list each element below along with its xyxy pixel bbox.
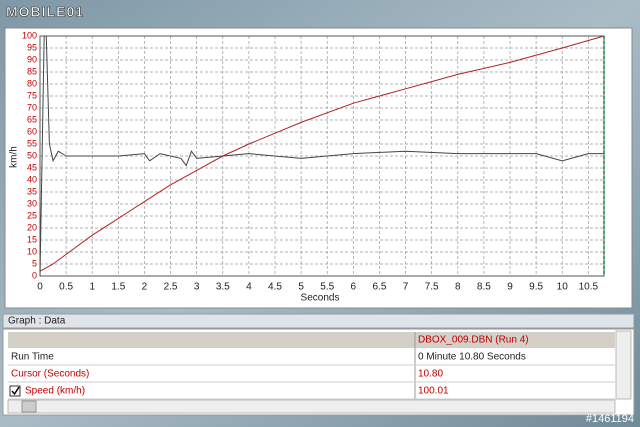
- x-axis-label: Seconds: [301, 293, 340, 304]
- y-tick-label: 15: [27, 234, 37, 244]
- y-tick-label: 40: [27, 174, 37, 184]
- row-label: Run Time: [11, 352, 54, 363]
- x-tick-label: 4: [246, 282, 252, 293]
- row-value: 10.80: [418, 369, 443, 380]
- row-label: Cursor (Seconds): [11, 369, 89, 380]
- x-tick-label: 7.5: [425, 282, 439, 293]
- row-label: Speed (km/h): [25, 386, 85, 397]
- y-tick-label: 5: [32, 258, 37, 268]
- y-tick-label: 85: [27, 66, 37, 76]
- x-tick-label: 8: [455, 282, 461, 293]
- plot: 0510152025303540455055606570758085909510…: [22, 30, 605, 293]
- y-tick-label: 25: [27, 210, 37, 220]
- y-tick-label: 45: [27, 162, 37, 172]
- x-tick-label: 5: [298, 282, 304, 293]
- x-tick-label: 7: [403, 282, 409, 293]
- horizontal-scrollbar[interactable]: [7, 399, 616, 414]
- y-tick-label: 30: [27, 198, 37, 208]
- x-tick-label: 6: [351, 282, 357, 293]
- x-tick-label: 0.5: [59, 282, 73, 293]
- logo: MOBILE01: [6, 4, 84, 20]
- table-header: [8, 332, 615, 348]
- y-tick-label: 55: [27, 138, 37, 148]
- x-tick-label: 1: [89, 282, 95, 293]
- y-axis-label: km/h: [9, 146, 20, 168]
- y-tick-label: 20: [27, 222, 37, 232]
- y-tick-label: 0: [32, 270, 37, 280]
- y-tick-label: 60: [27, 126, 37, 136]
- y-tick-label: 80: [27, 78, 37, 88]
- y-tick-label: 95: [27, 42, 37, 52]
- x-tick-label: 5.5: [320, 282, 334, 293]
- y-tick-label: 65: [27, 114, 37, 124]
- series-line: [39, 35, 605, 272]
- x-tick-label: 10.5: [579, 282, 599, 293]
- y-tick-label: 10: [27, 246, 37, 256]
- panel-title: Graph : Data: [8, 316, 66, 327]
- watermark: #1461194: [586, 413, 634, 425]
- y-tick-label: 75: [27, 90, 37, 100]
- scroll-thumb[interactable]: [21, 400, 37, 413]
- x-tick-label: 1.5: [111, 282, 125, 293]
- y-tick-label: 35: [27, 186, 37, 196]
- y-tick-label: 70: [27, 102, 37, 112]
- x-tick-label: 9.5: [529, 282, 543, 293]
- x-tick-label: 8.5: [477, 282, 491, 293]
- column-header: DBOX_009.DBN (Run 4): [418, 335, 529, 346]
- x-tick-label: 6.5: [372, 282, 386, 293]
- panel-titlebar: [2, 313, 635, 329]
- x-tick-label: 2.5: [164, 282, 178, 293]
- x-tick-label: 3: [194, 282, 200, 293]
- x-tick-label: 3.5: [216, 282, 230, 293]
- series-line: [39, 35, 604, 277]
- checkbox[interactable]: [9, 385, 21, 397]
- x-tick-label: 2: [142, 282, 148, 293]
- x-tick-label: 10: [557, 282, 569, 293]
- row-value: 0 Minute 10.80 Seconds: [418, 352, 526, 363]
- vertical-scrollbar[interactable]: [615, 330, 632, 400]
- x-tick-label: 9: [507, 282, 513, 293]
- y-tick-label: 100: [22, 30, 37, 40]
- rows: Run Time 0 Minute 10.80 Seconds Cursor (Se…: [8, 352, 615, 400]
- row-value: 100.01: [418, 386, 449, 397]
- y-tick-label: 50: [27, 150, 37, 160]
- checkmark: [11, 386, 20, 396]
- x-tick-label: 4.5: [268, 282, 282, 293]
- x-tick-label: 0: [37, 282, 43, 293]
- y-tick-label: 90: [27, 54, 37, 64]
